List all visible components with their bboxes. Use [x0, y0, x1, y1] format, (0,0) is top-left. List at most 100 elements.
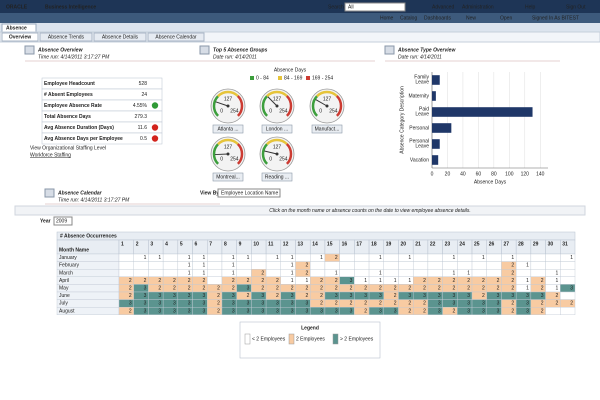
absence-count[interactable]: 2: [497, 278, 500, 284]
absence-count[interactable]: 3: [335, 308, 338, 314]
absence-count[interactable]: 3: [232, 293, 235, 299]
absence-count[interactable]: 3: [453, 301, 456, 307]
absence-count[interactable]: 2: [497, 286, 500, 292]
absence-count[interactable]: 3: [467, 308, 470, 314]
absence-count[interactable]: 2: [129, 293, 132, 299]
toolbar-link[interactable]: New: [466, 15, 476, 21]
absence-count[interactable]: 2: [202, 286, 205, 292]
absence-count[interactable]: 1: [467, 270, 470, 276]
absence-count[interactable]: 2: [217, 301, 220, 307]
absence-count[interactable]: 2: [276, 286, 279, 292]
absence-count[interactable]: 2: [320, 293, 323, 299]
absence-count[interactable]: 1: [526, 263, 529, 269]
gauge-label[interactable]: London ...: [266, 126, 288, 132]
absence-count[interactable]: 1: [232, 270, 235, 276]
month-name[interactable]: June: [59, 293, 70, 299]
absence-count[interactable]: 2: [394, 301, 397, 307]
absence-count[interactable]: 2: [379, 286, 382, 292]
absence-count[interactable]: 2: [453, 286, 456, 292]
absence-count[interactable]: 1: [202, 270, 205, 276]
absence-count[interactable]: 1: [276, 255, 279, 261]
absence-count[interactable]: 1: [453, 255, 456, 261]
absence-count[interactable]: 3: [144, 308, 147, 314]
absence-count[interactable]: 3: [202, 293, 205, 299]
toolbar-link[interactable]: Catalog: [400, 15, 417, 21]
absence-count[interactable]: 1: [291, 278, 294, 284]
absence-count[interactable]: 3: [497, 301, 500, 307]
absence-count[interactable]: 3: [291, 308, 294, 314]
header-link[interactable]: Administration: [462, 4, 494, 10]
absence-count[interactable]: 1: [556, 278, 559, 284]
absence-count[interactable]: 1: [188, 270, 191, 276]
month-name[interactable]: August: [59, 308, 75, 314]
month-name[interactable]: July: [59, 301, 68, 307]
absence-count[interactable]: 2: [129, 286, 132, 292]
absence-count[interactable]: 2: [276, 278, 279, 284]
absence-count[interactable]: 3: [497, 293, 500, 299]
absence-count[interactable]: 2: [202, 278, 205, 284]
absence-count[interactable]: 1: [305, 278, 308, 284]
absence-count[interactable]: 2: [467, 286, 470, 292]
absence-count[interactable]: 2: [350, 286, 353, 292]
absence-count[interactable]: 3: [188, 308, 191, 314]
absence-count[interactable]: 1: [335, 270, 338, 276]
absence-count[interactable]: 2: [320, 278, 323, 284]
absence-count[interactable]: 2: [364, 286, 367, 292]
month-name[interactable]: March: [59, 270, 73, 276]
month-name[interactable]: May: [59, 286, 69, 292]
header-link[interactable]: Help: [525, 4, 536, 10]
absence-count[interactable]: 2: [291, 286, 294, 292]
absence-count[interactable]: 2: [408, 308, 411, 314]
absence-count[interactable]: 2: [482, 293, 485, 299]
absence-count[interactable]: 3: [305, 301, 308, 307]
absence-count[interactable]: 2: [453, 308, 456, 314]
absence-count[interactable]: 3: [247, 286, 250, 292]
absence-count[interactable]: 3: [364, 293, 367, 299]
absence-count[interactable]: 3: [247, 308, 250, 314]
absence-count[interactable]: 3: [158, 293, 161, 299]
absence-count[interactable]: 3: [144, 301, 147, 307]
absence-count[interactable]: 2: [188, 286, 191, 292]
absence-count[interactable]: 1: [453, 270, 456, 276]
absence-count[interactable]: 2: [129, 308, 132, 314]
absence-count[interactable]: 1: [291, 255, 294, 261]
absence-count[interactable]: 2: [423, 301, 426, 307]
absence-count[interactable]: 3: [173, 301, 176, 307]
absence-count[interactable]: 2: [129, 278, 132, 284]
absence-count[interactable]: 3: [261, 308, 264, 314]
absence-count[interactable]: 3: [173, 293, 176, 299]
gauge-label[interactable]: Reading ...: [265, 174, 289, 180]
absence-count[interactable]: 3: [144, 293, 147, 299]
absence-count[interactable]: 2: [541, 308, 544, 314]
absence-count[interactable]: 2: [232, 278, 235, 284]
absence-count[interactable]: 3: [482, 308, 485, 314]
absence-count[interactable]: 2: [570, 301, 573, 307]
absence-count[interactable]: 1: [556, 270, 559, 276]
gauge-label[interactable]: Atlanta ...: [217, 126, 238, 132]
page-tab-text[interactable]: Absence Calendar: [155, 34, 196, 40]
absence-count[interactable]: 3: [350, 278, 353, 284]
absence-count[interactable]: 2: [467, 278, 470, 284]
absence-count[interactable]: 2: [394, 286, 397, 292]
absence-count[interactable]: 2: [453, 278, 456, 284]
absence-count[interactable]: 3: [202, 301, 205, 307]
absence-count[interactable]: 3: [129, 301, 132, 307]
absence-count[interactable]: 3: [394, 308, 397, 314]
absence-count[interactable]: 2: [173, 286, 176, 292]
absence-count[interactable]: 3: [320, 308, 323, 314]
absence-count[interactable]: 3: [408, 293, 411, 299]
absence-count[interactable]: 3: [261, 293, 264, 299]
absence-count[interactable]: 2: [217, 293, 220, 299]
absence-count[interactable]: 3: [541, 293, 544, 299]
absence-count[interactable]: 2: [305, 293, 308, 299]
absence-count[interactable]: 1: [364, 278, 367, 284]
absence-count[interactable]: 3: [453, 293, 456, 299]
absence-count[interactable]: 2: [423, 286, 426, 292]
absence-count[interactable]: 2: [438, 286, 441, 292]
absence-count[interactable]: 2: [511, 278, 514, 284]
absence-count[interactable]: 3: [276, 301, 279, 307]
absence-count[interactable]: 2: [335, 286, 338, 292]
absence-count[interactable]: 1: [570, 255, 573, 261]
absence-count[interactable]: 2: [335, 301, 338, 307]
absence-count[interactable]: 2: [511, 286, 514, 292]
